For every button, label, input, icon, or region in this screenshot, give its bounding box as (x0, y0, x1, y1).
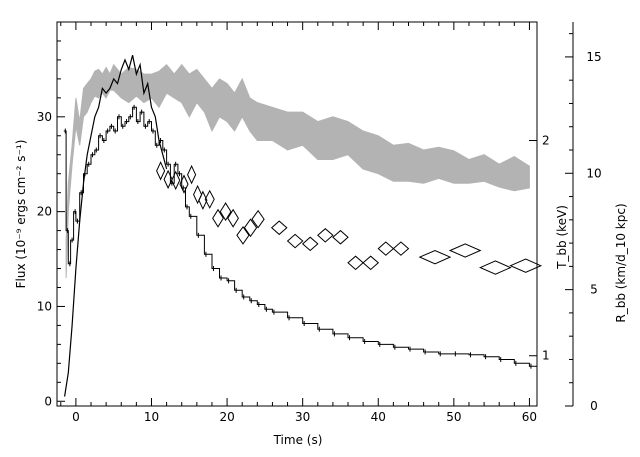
radius-diamond-marker (479, 260, 512, 275)
x-tick-label: 0 (72, 410, 80, 424)
radius-tick-label: 15 (586, 50, 601, 64)
flux-line-upper (64, 55, 168, 397)
temperature-band-area (65, 63, 530, 279)
radius-diamond-marker (418, 249, 452, 265)
radius-diamond-marker (362, 255, 380, 271)
x-tick-label: 20 (219, 410, 234, 424)
radius-diamond-marker (251, 209, 265, 229)
x-tick-label: 40 (371, 410, 386, 424)
radius-diamond-marker (156, 161, 166, 181)
radius-diamond-marker (448, 243, 482, 258)
flux-lines (63, 55, 537, 397)
radius-diamond-marker (193, 184, 203, 205)
radius-diamond-marker (212, 208, 224, 228)
radius-diamond-marker (171, 170, 181, 191)
x-axis-title: Time (s) (273, 433, 323, 447)
radius-diamond-marker (509, 258, 543, 273)
flux-tick-label: 0 (44, 394, 52, 408)
radius-diamond-marker (219, 202, 232, 222)
radius-tick-label: 10 (586, 166, 601, 180)
radius-diamond-marker (301, 236, 319, 252)
x-tick-label: 30 (295, 410, 310, 424)
radius-markers (156, 161, 543, 275)
flux-step-line (63, 106, 537, 367)
temperature-tick-label: 2 (542, 134, 550, 148)
radius-diamond-marker (227, 208, 239, 228)
radius-diamond-marker (163, 169, 173, 190)
left-y-axis-title: Flux (10⁻⁹ ergs cm⁻² s⁻¹) (14, 140, 28, 289)
radius-diamond-marker (204, 189, 215, 209)
radius-diamond-marker (392, 241, 410, 256)
flux-tick-label: 10 (37, 299, 52, 313)
radius-diamond-marker (179, 174, 189, 194)
temperature-tick-label: 1 (542, 349, 550, 363)
radius-diamond-marker (236, 225, 250, 245)
temperature-band (65, 63, 530, 279)
radius-diamond-marker (187, 164, 197, 185)
radius-diamond-marker (270, 220, 288, 236)
radius-diamond-marker (286, 233, 304, 249)
x-tick-label: 50 (446, 410, 461, 424)
right-y-axis-title-radius: R_bb (km/d_10 kpc) (614, 203, 628, 322)
radius-diamond-marker (377, 241, 395, 256)
right-y-axis-title-temperature: T_bb (keV) (555, 205, 569, 270)
radius-diamond-marker (198, 190, 208, 210)
x-tick-label: 60 (522, 410, 537, 424)
flux-tick-label: 20 (37, 205, 52, 219)
radius-diamond-marker (332, 229, 349, 245)
flux-tick-label: 30 (37, 110, 52, 124)
radius-diamond-marker (317, 228, 334, 243)
radius-diamond-marker (243, 218, 258, 238)
radius-diamond-marker (347, 255, 364, 271)
x-tick-label: 10 (144, 410, 159, 424)
radius-tick-label: 0 (590, 399, 598, 413)
radius-tick-label: 5 (590, 283, 598, 297)
plot-frame (56, 21, 538, 407)
